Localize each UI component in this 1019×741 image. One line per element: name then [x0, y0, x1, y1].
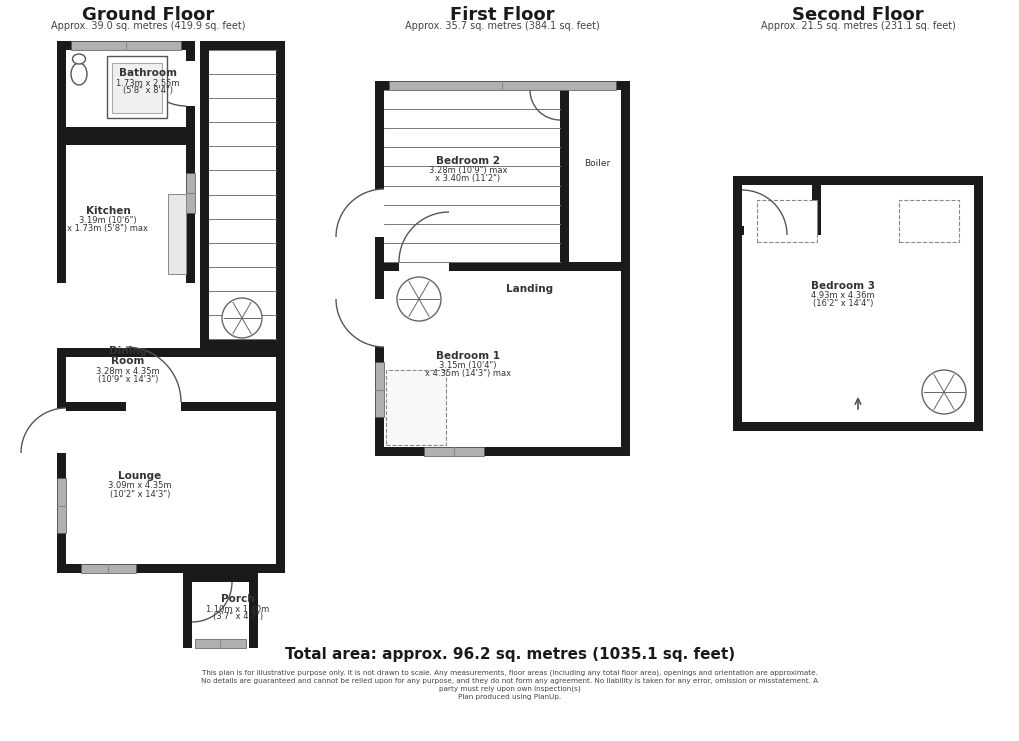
Bar	[733, 176, 982, 431]
Bar	[398, 262, 448, 271]
Bar	[66, 357, 276, 564]
Text: First Floor: First Floor	[449, 6, 553, 24]
Bar	[185, 61, 195, 106]
Text: 3.09m x 4.35m: 3.09m x 4.35m	[108, 482, 171, 491]
Bar	[424, 447, 484, 456]
Text: Approx. 21.5 sq. metres (231.1 sq. feet): Approx. 21.5 sq. metres (231.1 sq. feet)	[760, 21, 955, 31]
Bar	[898, 200, 958, 242]
Bar	[81, 564, 136, 573]
Bar	[107, 56, 167, 118]
Text: 1.73m x 2.55m: 1.73m x 2.55m	[116, 79, 179, 87]
Text: No details are guaranteed and cannot be relied upon for any purpose, and they do: No details are guaranteed and cannot be …	[201, 678, 818, 684]
Text: Bedroom 3: Bedroom 3	[810, 281, 874, 291]
Text: Total area: approx. 96.2 sq. metres (1035.1 sq. feet): Total area: approx. 96.2 sq. metres (103…	[284, 648, 735, 662]
Circle shape	[396, 277, 440, 321]
Text: 3.28m x 4.35m: 3.28m x 4.35m	[96, 368, 160, 376]
Text: Bathroom: Bathroom	[119, 68, 177, 78]
Bar	[168, 194, 185, 274]
Bar	[57, 41, 195, 136]
Bar	[195, 639, 246, 648]
Text: (10'2" x 14'3"): (10'2" x 14'3")	[110, 490, 170, 499]
Text: (5'8" x 8'4"): (5'8" x 8'4")	[123, 87, 173, 96]
Bar	[375, 189, 383, 237]
Text: Plan produced using PlanUp.: Plan produced using PlanUp.	[458, 694, 561, 700]
Text: 3.15m (10'4"): 3.15m (10'4")	[439, 362, 496, 370]
Bar	[66, 50, 185, 127]
Bar	[383, 90, 621, 447]
Bar	[192, 582, 249, 648]
Text: Approx. 35.7 sq. metres (384.1 sq. feet): Approx. 35.7 sq. metres (384.1 sq. feet)	[405, 21, 599, 31]
Ellipse shape	[71, 63, 87, 85]
Bar	[375, 81, 630, 456]
Bar	[388, 81, 615, 90]
Text: Room: Room	[111, 356, 145, 366]
Text: x 1.73m (5'8") max: x 1.73m (5'8") max	[67, 225, 149, 233]
Text: Bedroom 2: Bedroom 2	[435, 156, 499, 166]
Text: 1.10m x 1.40m: 1.10m x 1.40m	[206, 605, 269, 614]
Text: Dining: Dining	[109, 346, 147, 356]
Bar	[57, 136, 195, 283]
Bar	[200, 41, 284, 348]
Bar	[66, 402, 276, 411]
Bar	[185, 173, 195, 213]
Bar	[741, 226, 811, 235]
Text: (10'9" x 14'3"): (10'9" x 14'3")	[98, 376, 158, 385]
Text: 3.19m (10'6"): 3.19m (10'6")	[79, 216, 137, 225]
Bar	[383, 262, 621, 271]
Bar	[112, 63, 162, 113]
Bar	[741, 185, 973, 422]
Ellipse shape	[72, 54, 86, 64]
Bar	[57, 348, 284, 573]
Bar	[743, 226, 789, 235]
Text: (3'7" x 4'7"): (3'7" x 4'7")	[213, 613, 263, 622]
Bar	[182, 573, 258, 648]
Circle shape	[921, 370, 965, 414]
Circle shape	[222, 298, 262, 338]
Bar	[756, 200, 816, 242]
Bar	[66, 145, 185, 283]
Text: Bedroom 1: Bedroom 1	[435, 351, 499, 361]
Bar	[811, 185, 820, 235]
Text: Kitchen: Kitchen	[86, 206, 130, 216]
Text: This plan is for illustrative purpose only. It is not drawn to scale. Any measur: This plan is for illustrative purpose on…	[202, 670, 817, 677]
Text: 4.93m x 4.36m: 4.93m x 4.36m	[810, 291, 874, 301]
Text: Ground Floor: Ground Floor	[82, 6, 214, 24]
Bar	[57, 408, 66, 453]
Bar	[559, 90, 569, 271]
Bar	[375, 362, 383, 417]
Bar	[385, 370, 445, 445]
Text: 3.28m (10'9") max: 3.28m (10'9") max	[428, 167, 506, 176]
Text: x 4.35m (14'3") max: x 4.35m (14'3") max	[425, 370, 511, 379]
Text: Boiler: Boiler	[583, 159, 609, 167]
Text: Second Floor: Second Floor	[792, 6, 923, 24]
Bar	[375, 299, 383, 347]
Text: Landing: Landing	[506, 284, 553, 294]
Bar	[126, 402, 180, 411]
Bar	[71, 41, 180, 50]
Bar	[57, 478, 66, 533]
Text: Porch: Porch	[221, 594, 255, 604]
Text: party must rely upon own inspection(s): party must rely upon own inspection(s)	[439, 685, 580, 692]
Text: Approx. 39.0 sq. metres (419.9 sq. feet): Approx. 39.0 sq. metres (419.9 sq. feet)	[51, 21, 245, 31]
Bar	[209, 50, 276, 339]
Text: (16'2" x 14'4"): (16'2" x 14'4")	[812, 299, 872, 308]
Text: x 3.40m (11'2"): x 3.40m (11'2")	[435, 174, 500, 184]
Text: Lounge: Lounge	[118, 471, 161, 481]
